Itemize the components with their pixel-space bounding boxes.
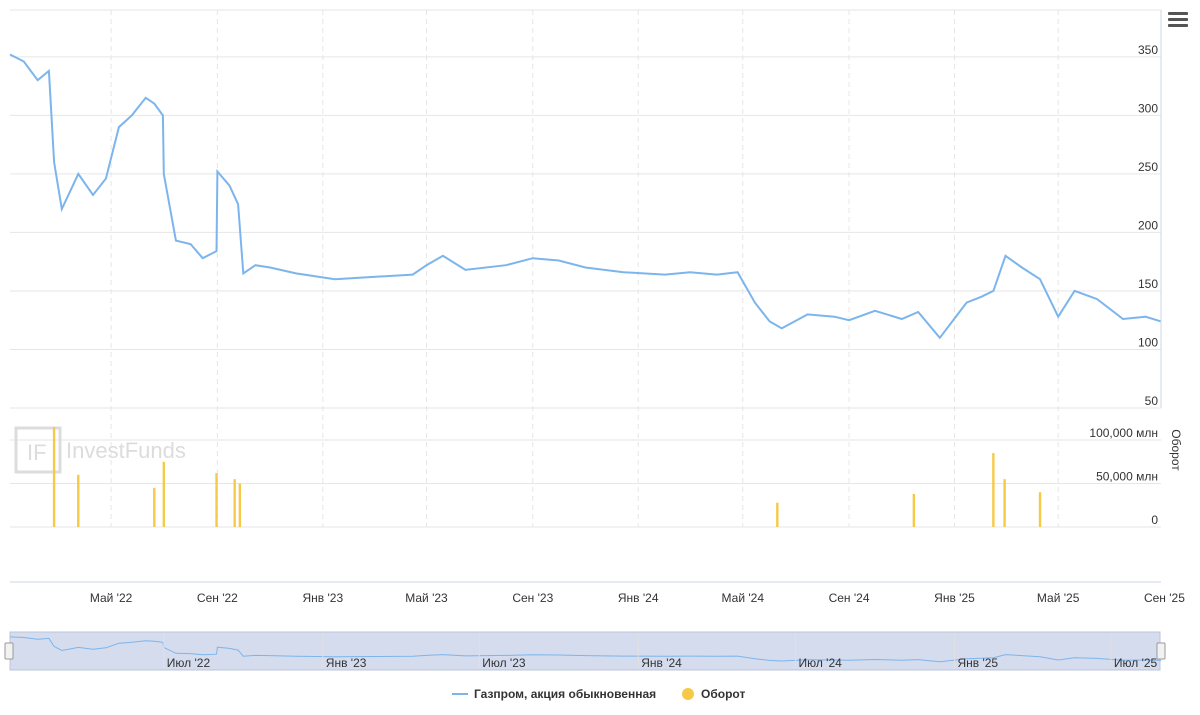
legend-volume-label: Оборот: [701, 687, 745, 701]
price-y-tick: 100: [1138, 335, 1158, 349]
x-tick: Май '22: [90, 591, 133, 605]
navigator-x-tick: Янв '25: [957, 656, 998, 670]
x-tick: Сен '25: [1144, 591, 1185, 605]
navigator-x-tick: Янв '24: [641, 656, 682, 670]
x-tick: Янв '25: [934, 591, 975, 605]
x-tick: Сен '22: [197, 591, 238, 605]
navigator-x-tick: Июл '23: [482, 656, 526, 670]
volume-y-axis: 0 50,000 млн 100,000 млн: [1089, 426, 1158, 527]
navigator[interactable]: Июл '22 Янв '23 Июл '23 Янв '24 Июл '24 Янв '…: [4, 631, 1166, 671]
hamburger-icon: [1168, 12, 1188, 15]
volume-bar: [1038, 492, 1042, 527]
watermark-text: InvestFunds: [66, 438, 186, 463]
volume-grid: [10, 439, 1161, 528]
price-line[interactable]: [9, 53, 1162, 340]
volume-axis-title: Оборот: [1169, 429, 1183, 471]
watermark-logo-mark: IF: [27, 440, 47, 465]
volume-bar: [238, 483, 242, 527]
navigator-x-tick: Июл '24: [798, 656, 842, 670]
watermark: IF InvestFunds: [14, 426, 186, 474]
navigator-x-tick: Янв '23: [326, 656, 367, 670]
navigator-x-tick: Июл '22: [167, 656, 211, 670]
navigator-x-tick: Июл '25: [1114, 656, 1158, 670]
x-tick: Май '25: [1037, 591, 1080, 605]
x-tick: Сен '23: [512, 591, 553, 605]
volume-bar: [1003, 479, 1006, 527]
volume-bar: [215, 473, 218, 527]
price-y-axis: 50 100 150 200 250 300 350: [1138, 43, 1158, 408]
x-tick: Май '24: [722, 591, 765, 605]
context-menu-button[interactable]: [1168, 12, 1188, 30]
x-tick: Янв '23: [302, 591, 343, 605]
x-tick: Май '23: [405, 591, 448, 605]
volume-bar: [776, 502, 779, 527]
x-tick: Янв '24: [618, 591, 659, 605]
volume-y-tick: 50,000 млн: [1096, 470, 1158, 484]
legend-price-label: Газпром, акция обыкновенная: [474, 687, 656, 701]
x-tick: Сен '24: [829, 591, 870, 605]
navigator-line: [9, 636, 1162, 663]
navigator-right-handle[interactable]: [1156, 642, 1166, 660]
volume-bars: [52, 427, 1042, 527]
legend: Газпром, акция обыкновенная Оборот: [452, 687, 745, 701]
volume-y-tick: 0: [1151, 513, 1158, 527]
volume-bar: [992, 453, 995, 527]
volume-bar: [153, 487, 156, 527]
navigator-left-handle[interactable]: [4, 642, 14, 660]
volume-bar: [77, 474, 80, 527]
price-y-tick: 50: [1145, 394, 1159, 408]
price-y-tick: 150: [1138, 277, 1158, 291]
volume-bar: [162, 461, 166, 527]
price-y-tick: 300: [1138, 101, 1158, 115]
volume-bar: [233, 479, 236, 527]
vertical-grid: [110, 10, 1059, 527]
legend-item-volume[interactable]: Оборот: [682, 687, 745, 701]
price-y-tick: 350: [1138, 43, 1158, 57]
legend-volume-symbol: [682, 688, 694, 700]
price-y-tick: 250: [1138, 160, 1158, 174]
price-grid: [10, 9, 1161, 409]
x-axis: Май '22 Сен '22 Янв '23 Май '23 Сен '23 Янв '…: [90, 591, 1185, 605]
legend-item-price[interactable]: Газпром, акция обыкновенная: [452, 687, 656, 701]
volume-y-tick: 100,000 млн: [1089, 426, 1158, 440]
navigator-x-axis: Июл '22 Янв '23 Июл '23 Янв '24 Июл '24 Янв '…: [163, 633, 1158, 670]
volume-bar: [52, 427, 56, 527]
volume-bar: [912, 493, 916, 527]
price-y-tick: 200: [1138, 218, 1158, 232]
